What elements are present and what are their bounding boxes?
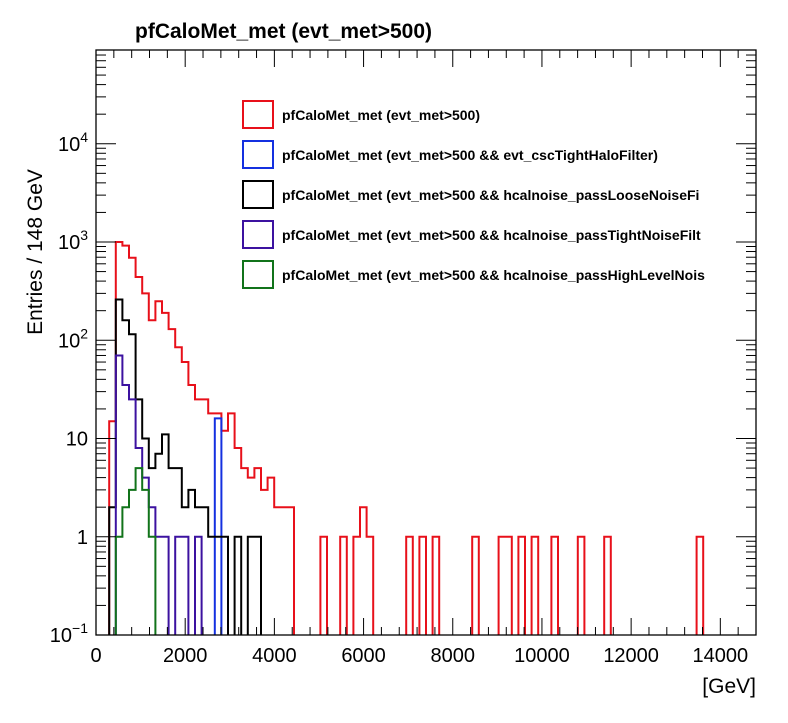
- y-tick-exponent: −1: [72, 620, 88, 636]
- y-tick-label: 10−1: [50, 620, 88, 647]
- legend-swatch-1: [242, 140, 274, 169]
- y-tick-base: 10: [58, 232, 80, 254]
- y-tick-label: 102: [58, 325, 88, 352]
- legend-swatch-0: [242, 100, 274, 129]
- y-tick-base: 1: [77, 527, 88, 549]
- series-line-4: [114, 467, 157, 635]
- y-tick-label: 103: [58, 227, 88, 254]
- legend: pfCaloMet_met (evt_met>500) pfCaloMet_met…: [242, 100, 705, 289]
- x-tick-label: 12000: [603, 645, 659, 667]
- y-tick-base: 10: [50, 625, 72, 647]
- y-tick-exponent: 3: [80, 227, 88, 243]
- y-tick-exponent: 2: [80, 325, 88, 341]
- series-layer: [108, 241, 705, 635]
- y-tick-exponent: 4: [80, 129, 88, 145]
- y-tick-label: 104: [58, 129, 88, 156]
- x-tick-label: 14000: [693, 645, 749, 667]
- y-tick-base: 10: [58, 134, 80, 156]
- legend-entry-3: pfCaloMet_met (evt_met>500 && hcalnoise_…: [282, 227, 701, 243]
- legend-swatch-2: [242, 180, 274, 209]
- legend-entry-2: pfCaloMet_met (evt_met>500 && hcalnoise_…: [282, 187, 699, 203]
- legend-swatch-4: [242, 260, 274, 289]
- x-tick-label: 2000: [163, 645, 208, 667]
- x-tick-label: 4000: [252, 645, 297, 667]
- x-tick-label: 0: [90, 645, 101, 667]
- y-tick-label: 10: [66, 429, 88, 451]
- x-tick-label: 10000: [514, 645, 570, 667]
- series-line-1: [213, 417, 223, 635]
- plot-frame: [95, 49, 757, 636]
- y-axis-label: Entries / 148 GeV: [24, 169, 47, 335]
- series-line-2: [108, 298, 262, 635]
- x-axis-label: [GeV]: [702, 675, 756, 698]
- y-tick-label: 1: [77, 527, 88, 549]
- y-tick-base: 10: [66, 429, 88, 451]
- legend-swatch-3: [242, 220, 274, 249]
- chart-title: pfCaloMet_met (evt_met>500): [135, 20, 432, 43]
- series-line-3: [114, 354, 203, 635]
- legend-entry-4: pfCaloMet_met (evt_met>500 && hcalnoise_…: [282, 267, 705, 283]
- x-tick-label: 6000: [341, 645, 386, 667]
- legend-entry-1: pfCaloMet_met (evt_met>500 && evt_cscTig…: [282, 147, 658, 163]
- x-tick-label: 8000: [431, 645, 476, 667]
- y-tick-base: 10: [58, 330, 80, 352]
- axis-layer: 0 2000 4000 6000 8000 10000 12000 1400010−11101…: [50, 49, 757, 667]
- legend-entry-0: pfCaloMet_met (evt_met>500): [282, 107, 480, 123]
- series-line-0: [108, 241, 705, 635]
